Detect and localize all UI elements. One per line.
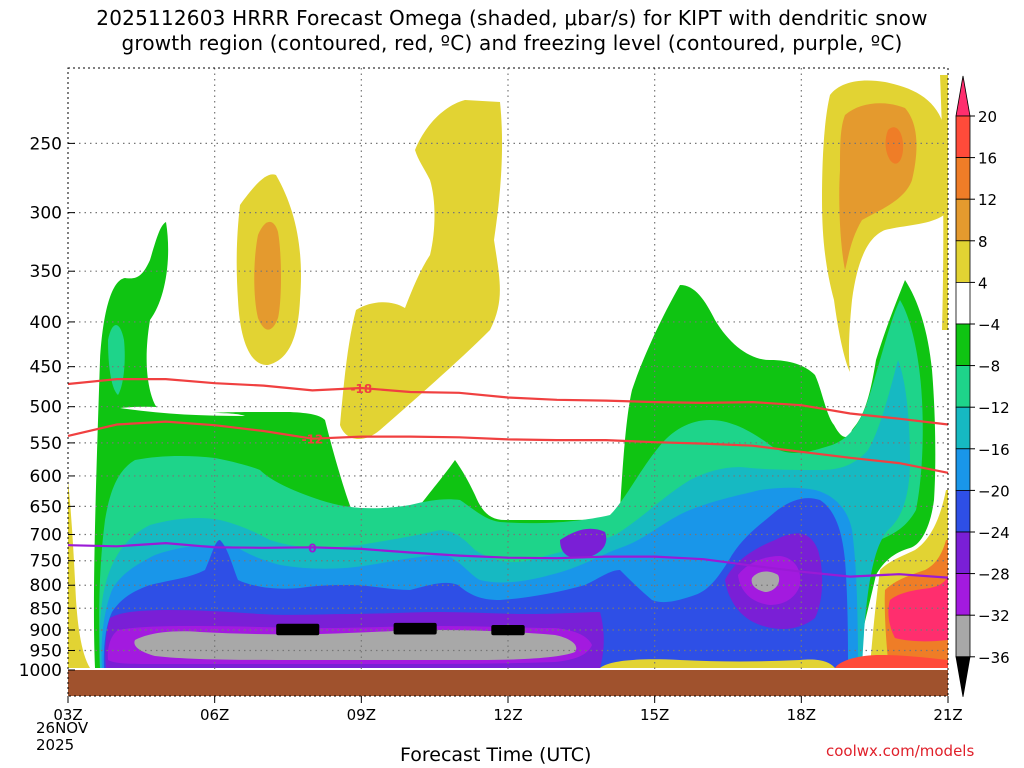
y-tick-label: 850 [30, 599, 62, 619]
y-tick-label: 550 [30, 434, 62, 454]
omega-region-yellow-2 [340, 100, 503, 440]
contour-label: -18 [350, 382, 372, 396]
freezing-level-contour [67, 541, 949, 579]
colorbar-swatch [955, 115, 971, 158]
y-tick-label: 300 [30, 204, 62, 224]
y-tick-label: 950 [30, 642, 62, 662]
chart-title-line2: growth region (contoured, red, ºC) and f… [121, 31, 903, 55]
omega-shading [68, 75, 948, 668]
x-tick-label: 18Z [787, 706, 816, 724]
omega-region-turquoise-small [108, 325, 125, 395]
y-tick-label: 250 [30, 134, 62, 154]
x-tick-label: 15Z [640, 706, 669, 724]
y-tick-label: 800 [30, 576, 62, 596]
colorbar-swatch [955, 240, 971, 283]
omega-region-white-gap [120, 406, 245, 416]
start-date-day: 26NOV [36, 719, 89, 737]
omega-core-region [491, 625, 525, 636]
colorbar-swatch [955, 489, 971, 533]
colorbar: 20 16 12 8 4 −4 −8 −12 −16 −20 −24 −28 −32 −36 [955, 75, 1010, 697]
colorbar-swatch [955, 406, 971, 450]
omega-region-dkorange-1 [885, 127, 904, 164]
x-tick-label: 09Z [347, 706, 376, 724]
colorbar-label: −28 [978, 566, 1010, 584]
colorbar-label: 12 [978, 191, 997, 209]
omega-region-right-red [888, 575, 948, 642]
colorbar-swatch [955, 365, 971, 408]
colorbar-swatch [955, 573, 971, 616]
axes: 2503003504004505005506006507007508008509… [19, 67, 963, 724]
y-tick-label: 350 [30, 262, 62, 282]
colorbar-label: 20 [978, 108, 997, 126]
y-tick-label: 750 [30, 552, 62, 572]
omega-region-grey-2 [751, 571, 780, 592]
omega-core-region [393, 622, 437, 635]
colorbar-bottom-arrow [955, 656, 971, 697]
colorbar-label: −12 [978, 399, 1010, 417]
x-tick-label: 21Z [933, 706, 962, 724]
colorbar-swatch [955, 448, 971, 491]
colorbar-label: −16 [978, 441, 1010, 459]
colorbar-label: −24 [978, 524, 1010, 542]
y-tick-label: 500 [30, 398, 62, 418]
colorbar-swatch [955, 198, 971, 242]
omega-region-orange-2 [839, 103, 917, 271]
omega-region-left-yellow [68, 480, 90, 668]
colorbar-label: −4 [978, 316, 1000, 334]
chart-title: 2025112603 HRRR Forecast Omega (shaded, … [0, 6, 1024, 56]
x-tick-label: 12Z [493, 706, 522, 724]
colorbar-label: 16 [978, 150, 997, 168]
plot-frame [67, 67, 949, 697]
omega-region-grey [134, 630, 577, 660]
colorbar-swatch [955, 614, 971, 658]
colorbar-top-arrow [955, 75, 971, 117]
start-date-year: 2025 [36, 736, 75, 754]
omega-region-bottom-red [835, 655, 948, 668]
y-tick-label: 700 [30, 526, 62, 546]
credit-link[interactable]: coolwx.com/models [826, 742, 975, 760]
y-tick-label: 900 [30, 621, 62, 641]
dendritic-contour [67, 420, 949, 474]
colorbar-label: −8 [978, 358, 1000, 376]
colorbar-label: −20 [978, 482, 1010, 500]
colorbar-swatch [955, 157, 971, 200]
y-tick-label: 1000 [19, 661, 62, 681]
omega-region-bottom-yellow [600, 659, 835, 668]
dendritic-contour [67, 378, 949, 426]
omega-core-region [276, 623, 320, 636]
colorbar-swatch [955, 281, 971, 325]
terrain-bar [68, 670, 948, 696]
colorbar-label: −36 [978, 649, 1010, 667]
y-tick-label: 450 [30, 358, 62, 378]
omega-region-yellow-4 [940, 75, 948, 330]
y-tick-label: 600 [30, 467, 62, 487]
colorbar-label: 8 [978, 233, 988, 251]
contour-label: -12 [302, 433, 324, 447]
x-axis-label: Forecast Time (UTC) [400, 744, 592, 766]
contour-label: 0 [308, 541, 316, 555]
x-tick-label: 03Z [53, 706, 82, 724]
colorbar-swatch [955, 323, 971, 366]
colorbar-label: 4 [978, 274, 988, 292]
start-date: 26NOV 2025 [36, 720, 88, 754]
omega-region-purple-3 [560, 528, 607, 559]
colorbar-swatch [955, 531, 971, 574]
chart-title-line1: 2025112603 HRRR Forecast Omega (shaded, … [96, 6, 928, 30]
colorbar-label: −32 [978, 607, 1010, 625]
x-tick-label: 06Z [200, 706, 229, 724]
omega-region-orange-1 [254, 221, 281, 330]
contours: -18 -12 0 [67, 378, 949, 579]
y-tick-label: 650 [30, 497, 62, 517]
omega-min-regions [276, 622, 525, 636]
y-tick-label: 400 [30, 313, 62, 333]
